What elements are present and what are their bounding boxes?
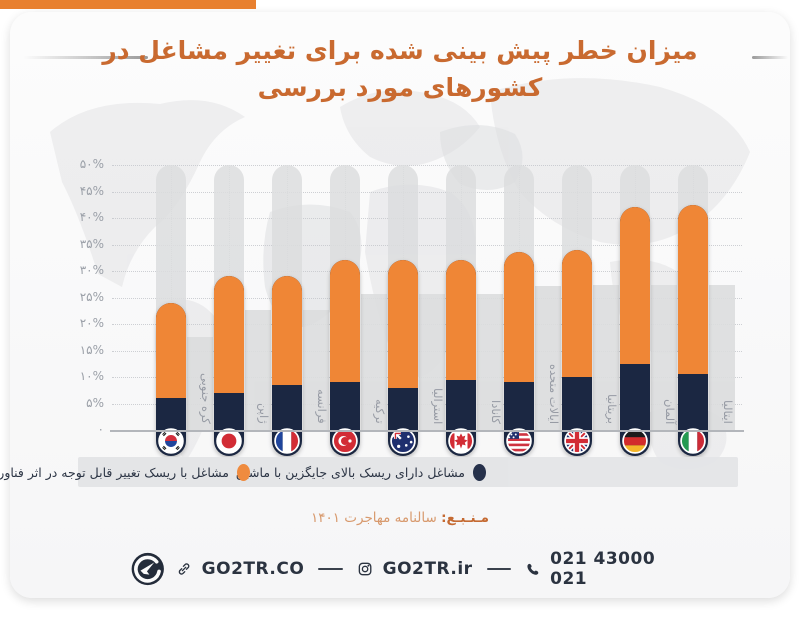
footer-instagram-link[interactable]: GO2TR.ir — [382, 559, 473, 579]
bar-segment-tech-change-australia — [388, 260, 418, 388]
y-axis-tick-40: ۴۰% — [79, 210, 104, 224]
source-label: مـنـبـع: — [441, 510, 489, 526]
footer-contact-row: GO2TR.CO GO2TR.ir 021 43000 021 — [130, 545, 670, 593]
y-axis-tick-5: ۵% — [86, 395, 104, 410]
bar-segment-tech-change-france — [272, 276, 302, 385]
flag-icon-turkey — [332, 428, 358, 454]
bar-italy — [678, 204, 708, 456]
country-label-column-united-states: ایالات متحده — [535, 286, 561, 430]
country-label-column-germany: آلمان — [651, 285, 677, 430]
bar-segment-tech-change-britain — [562, 249, 592, 377]
country-label-turkey: ترکیه — [373, 399, 387, 424]
gridline-h-35 — [112, 244, 742, 246]
country-label-column-france: فرانسه — [303, 310, 329, 430]
top-accent-strip — [0, 0, 256, 9]
flag-icon-australia — [390, 428, 416, 454]
y-axis-tick-15: ۱۵% — [79, 342, 104, 357]
bar-segment-tech-change-united-states — [504, 252, 534, 383]
flag-icon-germany — [622, 428, 648, 454]
x-axis-line — [110, 430, 744, 432]
bar-segment-tech-change-germany — [620, 207, 650, 364]
title-decor-line-right — [752, 56, 788, 59]
bar-australia — [388, 260, 418, 456]
y-axis-tick-0: ۰ — [97, 422, 104, 436]
bar-segment-tech-change-south-korea — [156, 302, 186, 399]
link-icon — [178, 563, 189, 575]
page-title-line2: کشورهای مورد بررسی — [257, 73, 543, 102]
flag-icon-south-korea — [158, 428, 184, 454]
country-label-column-australia: استرالیا — [419, 294, 445, 430]
country-label-column-japan: ژاپن — [245, 310, 271, 430]
footer-phone-number[interactable]: 021 43000 021 — [550, 549, 656, 589]
country-label-column-turkey: ترکیه — [361, 294, 387, 430]
country-label-britain: بریتانیا — [605, 394, 619, 424]
country-label-france: فرانسه — [315, 389, 329, 424]
y-axis-tick-25: ۲۵% — [79, 289, 104, 304]
country-label-australia: استرالیا — [431, 387, 445, 424]
footer-website-link[interactable]: GO2TR.CO — [201, 559, 305, 579]
flag-icon-united-states — [506, 428, 532, 454]
gridline-h-50 — [112, 165, 742, 166]
bar-germany — [620, 207, 650, 456]
country-label-japan: ژاپن — [257, 403, 271, 424]
country-label-germany: آلمان — [663, 398, 677, 424]
country-label-column-italy: ایتالیا — [709, 285, 735, 430]
bar-turkey — [330, 260, 360, 456]
flag-icon-canada — [448, 428, 474, 454]
y-axis-tick-30: ۳۰% — [79, 263, 104, 277]
flag-icon-france — [274, 428, 300, 454]
bar-britain — [562, 249, 592, 456]
phone-icon — [527, 563, 539, 575]
y-axis-tick-10: ۱۰% — [79, 369, 104, 383]
legend-dot-navy — [473, 463, 486, 481]
legend-item-machine-risk: مشاغل دارای ریسک بالای جایگزین با ماشین — [236, 457, 486, 487]
country-label-column-canada: کانادا — [477, 294, 503, 430]
footer-divider-dash — [486, 567, 511, 571]
bar-united-states — [504, 252, 534, 456]
chart-legend: مشاغل دارای ریسک بالای جایگزین با ماشین … — [0, 457, 738, 487]
title-decor-line-left — [24, 56, 148, 59]
page-title-line1: میزان خطر پیش بینی شده برای تغییر مشاغل … — [102, 36, 698, 65]
country-label-column-south-korea: کره جنوبی — [187, 336, 213, 430]
bar-segment-tech-change-japan — [214, 276, 244, 393]
y-axis-tick-35: ۳۵% — [79, 236, 104, 251]
flag-icon-italy — [680, 428, 706, 454]
footer: GO2TR.CO GO2TR.ir 021 43000 021 — [0, 545, 800, 593]
gridline-h-40 — [112, 218, 742, 219]
bar-canada — [446, 260, 476, 456]
bar-segment-tech-change-canada — [446, 260, 476, 380]
gridline-h-45 — [112, 191, 742, 193]
gridline-h-30 — [112, 271, 742, 272]
flag-icon-japan — [216, 428, 242, 454]
instagram-icon — [358, 562, 371, 576]
country-label-south-korea: کره جنوبی — [199, 373, 213, 424]
country-label-united-states: ایالات متحده — [547, 363, 561, 424]
bar-segment-tech-change-turkey — [330, 260, 360, 383]
source-line: مـنـبـع: سالنامه مهاجرت ۱۴۰۱ — [0, 510, 800, 526]
y-axis-tick-20: ۲۰% — [79, 316, 104, 330]
legend-item-tech-change: مشاغل با ریسک تغییر قابل توجه در اثر فنا… — [0, 457, 250, 487]
bar-france — [272, 276, 302, 456]
footer-divider-dash — [318, 567, 343, 571]
y-axis-tick-50: ۵۰% — [79, 157, 104, 171]
legend-label-tech-change: مشاغل با ریسک تغییر قابل توجه در اثر فنا… — [0, 464, 229, 480]
bar-segment-tech-change-italy — [678, 204, 708, 375]
country-label-italy: ایتالیا — [721, 400, 735, 424]
country-label-canada: کانادا — [489, 399, 503, 424]
legend-dot-orange — [237, 463, 250, 481]
source-value: سالنامه مهاجرت ۱۴۰۱ — [310, 510, 437, 526]
go2tr-logo — [131, 552, 164, 586]
legend-label-machine-risk: مشاغل دارای ریسک بالای جایگزین با ماشین — [235, 464, 465, 480]
page-title: میزان خطر پیش بینی شده برای تغییر مشاغل … — [60, 32, 740, 106]
country-label-column-britain: بریتانیا — [593, 285, 619, 430]
bar-japan — [214, 276, 244, 456]
y-axis-tick-45: ۴۵% — [79, 183, 104, 198]
